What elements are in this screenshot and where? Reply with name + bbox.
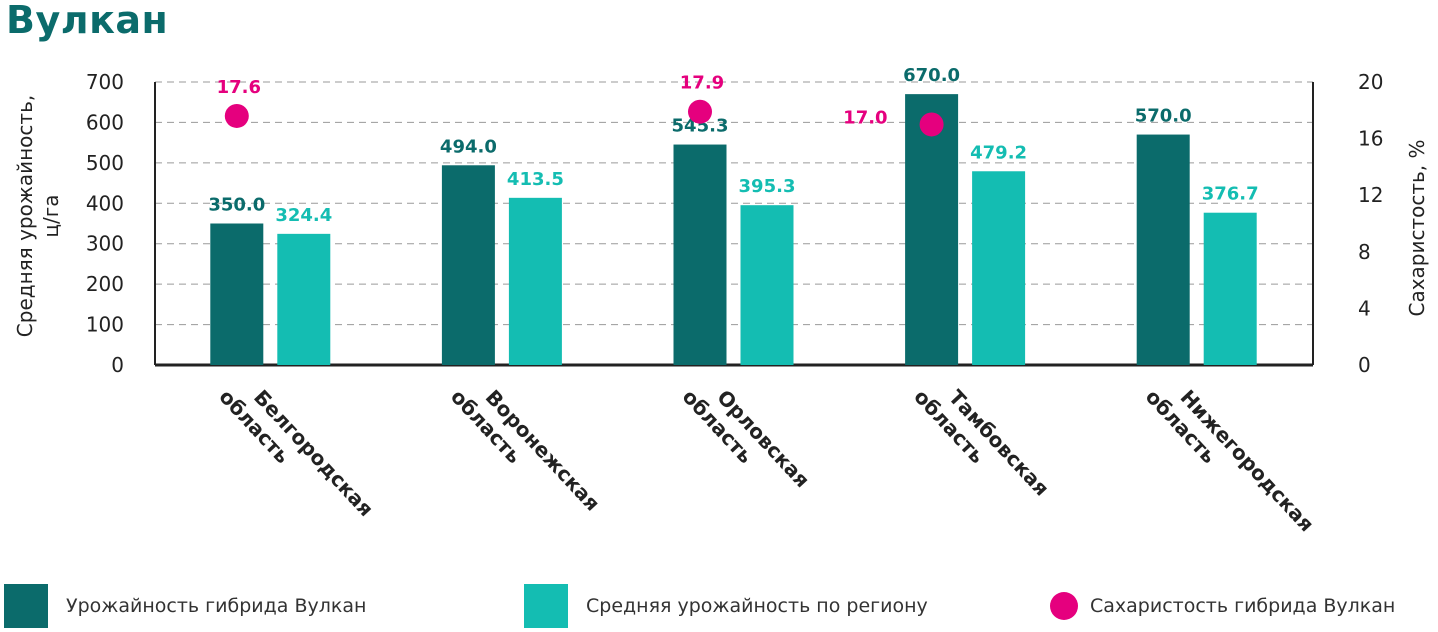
bar-region — [740, 205, 794, 365]
legend-swatch-hybrid — [4, 584, 48, 628]
legend-item-sugar: Сахаристость гибрида Вулкан — [1042, 584, 1395, 628]
bar-value-label: 395.3 — [739, 176, 796, 197]
y-tick-label: 100 — [86, 313, 124, 337]
category-label: Белгородскаяобласть — [214, 367, 378, 538]
legend-label-hybrid: Урожайность гибрида Вулкан — [66, 595, 367, 617]
legend-dot-sugar — [1050, 592, 1078, 620]
sugar-point — [919, 112, 944, 137]
y-axis-title-line: ц/га — [39, 194, 63, 237]
bar-value-label: 376.7 — [1202, 184, 1259, 205]
chart-canvas: 0 100 200 300 400 500 600 700 0 4 8 12 16 20 Средняя у… — [13, 65, 1429, 553]
category-label: Нижегородскаяобласть — [1141, 367, 1319, 553]
y2-tick-label: 4 — [1358, 296, 1371, 320]
y-tick-label: 200 — [86, 272, 124, 296]
sugar-value-label: 17.9 — [680, 73, 724, 94]
chart-title: Вулкан — [6, 0, 169, 42]
y-tick-label: 600 — [86, 110, 124, 134]
bar-region — [508, 197, 562, 365]
bar-region — [972, 171, 1026, 365]
bar-hybrid — [441, 165, 495, 365]
sugar-point — [224, 103, 249, 128]
bar-hybrid — [905, 94, 959, 365]
category-label: Тамбовскаяобласть — [909, 367, 1054, 517]
y-tick-label: 500 — [86, 151, 124, 175]
bar-value-label: 670.0 — [903, 65, 960, 86]
bar-value-label: 479.2 — [970, 142, 1027, 163]
y-tick-label: 300 — [86, 232, 124, 256]
legend-swatch-region — [524, 584, 568, 628]
bar-value-label: 350.0 — [208, 195, 265, 216]
legend-label-sugar: Сахаристость гибрида Вулкан — [1090, 595, 1396, 617]
y2-tick-label: 12 — [1358, 183, 1383, 207]
bar-hybrid — [210, 223, 264, 365]
category-label: Орловскаяобласть — [678, 367, 815, 509]
y-tick-label: 0 — [111, 353, 124, 377]
y-tick-label: 700 — [86, 70, 124, 94]
legend-label-region: Средняя урожайность по региону — [586, 595, 928, 617]
bar-region — [1203, 212, 1257, 365]
legend-item-region: Средняя урожайность по региону — [524, 584, 928, 628]
sugar-point — [688, 99, 712, 124]
y-axis-title-line: Средняя урожайность, — [13, 95, 37, 337]
y2-tick-label: 0 — [1358, 353, 1371, 377]
sugar-value-label: 17.0 — [843, 107, 887, 128]
bar-value-label: 545.3 — [672, 116, 729, 137]
bar-value-label: 324.4 — [275, 205, 332, 226]
y-axis-title: Средняя урожайность, ц/га — [13, 95, 63, 337]
bar-value-label: 494.0 — [440, 136, 497, 157]
y-tick-label: 400 — [86, 191, 124, 215]
legend-item-hybrid: Урожайность гибрида Вулкан — [4, 584, 366, 628]
bar-value-label: 413.5 — [507, 169, 564, 190]
bar-hybrid — [1136, 134, 1190, 365]
y2-tick-label: 16 — [1358, 127, 1383, 151]
sugar-value-label: 17.6 — [217, 77, 261, 98]
bar-value-label: 570.0 — [1135, 106, 1192, 127]
y2-tick-label: 8 — [1358, 240, 1371, 264]
y2-tick-label: 20 — [1358, 70, 1383, 94]
y2-axis-title: Сахаристость, % — [1405, 139, 1429, 316]
bar-region — [277, 233, 331, 365]
category-label: Воронежскаяобласть — [446, 367, 605, 532]
bar-hybrid — [673, 144, 727, 365]
